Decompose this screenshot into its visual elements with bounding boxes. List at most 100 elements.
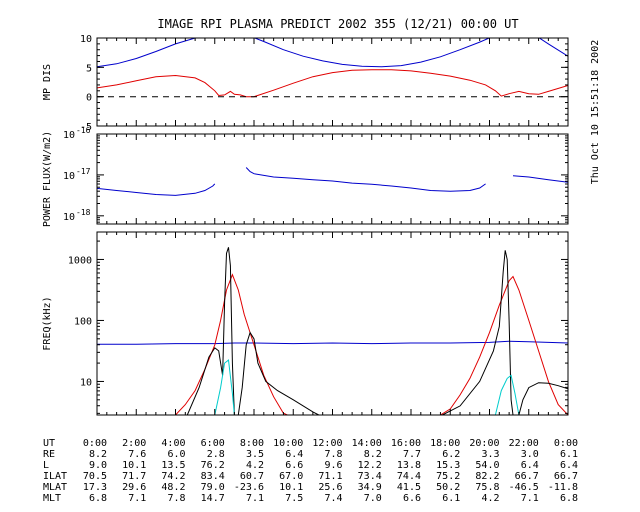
y-tick-label: 100	[74, 316, 92, 327]
y-tick-label: 10	[63, 212, 75, 223]
series-line-black-4	[237, 331, 320, 415]
ephemeris-cell: 7.6	[128, 449, 146, 460]
ephemeris-cell: 76.2	[201, 460, 225, 471]
y-tick-exponent: -17	[76, 167, 91, 176]
figure-title: IMAGE RPI PLASMA PREDICT 2002 355 (12/21…	[157, 17, 518, 31]
ephemeris-cell: 6.1	[560, 449, 578, 460]
ephemeris-cell: 41.5	[397, 482, 421, 493]
series-line-black-3	[186, 247, 235, 415]
ephemeris-cell: 7.7	[403, 449, 421, 460]
y-tick-label: 10	[80, 377, 92, 388]
y-tick-label: -5	[80, 122, 92, 133]
y-tick-label: 10	[63, 130, 75, 141]
ephemeris-cell: 3.5	[246, 449, 264, 460]
ephemeris-cell: 6.4	[521, 460, 539, 471]
ephemeris-cell: 8.2	[364, 449, 382, 460]
ephemeris-cell: 7.1	[246, 493, 264, 504]
y-tick-label: 5	[86, 63, 92, 74]
ephemeris-cell: 6.4	[285, 449, 303, 460]
ephemeris-cell: 8.2	[89, 449, 107, 460]
ephemeris-cell: 74.4	[397, 471, 421, 482]
ephemeris-cell: 60.7	[240, 471, 264, 482]
ephemeris-cell: 48.2	[161, 482, 185, 493]
series-line-red-2	[440, 275, 568, 415]
ephemeris-cell: 70.5	[83, 471, 107, 482]
ephemeris-cell: 7.4	[324, 493, 342, 504]
ephemeris-cell: 9.6	[324, 460, 342, 471]
series-line-cyan-7	[214, 359, 235, 415]
ephemeris-cell: 3.0	[521, 449, 539, 460]
ephemeris-cell: 12:00	[312, 438, 342, 449]
panel-frame	[96, 231, 569, 416]
series-line-red-3	[97, 69, 568, 98]
ephemeris-cell: 7.8	[324, 449, 342, 460]
ephemeris-cell: 4.2	[246, 460, 264, 471]
ephemeris-cell: 0:00	[83, 438, 107, 449]
y-axis-label: POWER FLUX(W/m2)	[42, 131, 53, 227]
ephemeris-cell: 73.4	[358, 471, 382, 482]
series-group	[97, 38, 568, 98]
series-line-black-6	[518, 382, 568, 415]
figure-timestamp: Thu Oct 10 15:51:18 2002	[590, 40, 601, 185]
ephemeris-cell: 6.6	[403, 493, 421, 504]
series-line-blue-2	[538, 38, 568, 57]
ephemeris-cell: 7.8	[167, 493, 185, 504]
ephemeris-cell: 75.2	[436, 471, 460, 482]
ephemeris-cell: 13.8	[397, 460, 421, 471]
ephemeris-cell: 50.2	[436, 482, 460, 493]
ephemeris-cell: 7.1	[521, 493, 539, 504]
ephemeris-cell: 12.2	[358, 460, 382, 471]
ephemeris-cell: 2.8	[207, 449, 225, 460]
ephemeris-row-label: MLT	[43, 493, 61, 504]
ephemeris-cell: 7.1	[128, 493, 146, 504]
ephemeris-row-label: UT	[43, 438, 55, 449]
ephemeris-cell: 15.3	[436, 460, 460, 471]
ephemeris-cell: 10.1	[122, 460, 146, 471]
ephemeris-cell: 66.7	[515, 471, 539, 482]
panel-3: 10 100 1000 FREQ(kHz)	[42, 231, 569, 416]
ephemeris-cell: -11.8	[548, 482, 578, 493]
ephemeris-cell: 10.1	[279, 482, 303, 493]
ephemeris-cell: 4:00	[161, 438, 185, 449]
series-group	[97, 167, 568, 196]
series-line-blue-0	[97, 340, 568, 345]
ephemeris-cell: 4.2	[481, 493, 499, 504]
ephemeris-cell: -46.5	[509, 482, 539, 493]
ephemeris-cell: 25.6	[318, 482, 342, 493]
ephemeris-cell: 20:00	[469, 438, 499, 449]
ephemeris-cell: 2:00	[122, 438, 146, 449]
ephemeris-row-label: RE	[43, 449, 55, 460]
ephemeris-cell: 7.5	[285, 493, 303, 504]
ephemeris-cell: 7.0	[364, 493, 382, 504]
panel-1: -5 0 5 10 MP DIS	[42, 34, 569, 133]
ephemeris-cell: 16:00	[391, 438, 421, 449]
series-line-red-1	[175, 273, 288, 415]
ephemeris-cell: 6.2	[442, 449, 460, 460]
ephemeris-cell: 10:00	[273, 438, 303, 449]
ephemeris-cell: 74.2	[161, 471, 185, 482]
ephemeris-cell: 54.0	[475, 460, 499, 471]
ephemeris-cell: 34.9	[358, 482, 382, 493]
ephemeris-cell: 66.7	[554, 471, 578, 482]
ephemeris-cell: -23.6	[234, 482, 264, 493]
y-tick-exponent: -16	[76, 126, 91, 135]
ephemeris-cell: 3.3	[481, 449, 499, 460]
ephemeris-cell: 22:00	[509, 438, 539, 449]
ephemeris-row-label: ILAT	[43, 471, 67, 482]
ephemeris-cell: 9.0	[89, 460, 107, 471]
ephemeris-cell: 6.0	[167, 449, 185, 460]
ephemeris-row-label: MLAT	[43, 482, 67, 493]
ephemeris-cell: 71.7	[122, 471, 146, 482]
y-tick-label: 10	[63, 171, 75, 182]
series-line-blue-0	[97, 38, 197, 68]
ephemeris-cell: 67.0	[279, 471, 303, 482]
ephemeris-cell: 18:00	[430, 438, 460, 449]
y-tick-label: 0	[86, 93, 92, 104]
ephemeris-cell: 17.3	[83, 482, 107, 493]
series-group	[97, 247, 568, 415]
ephemeris-cell: 6.1	[442, 493, 460, 504]
series-line-blue-0	[97, 183, 216, 196]
ephemeris-cell: 14.7	[201, 493, 225, 504]
ephemeris-cell: 29.6	[122, 482, 146, 493]
